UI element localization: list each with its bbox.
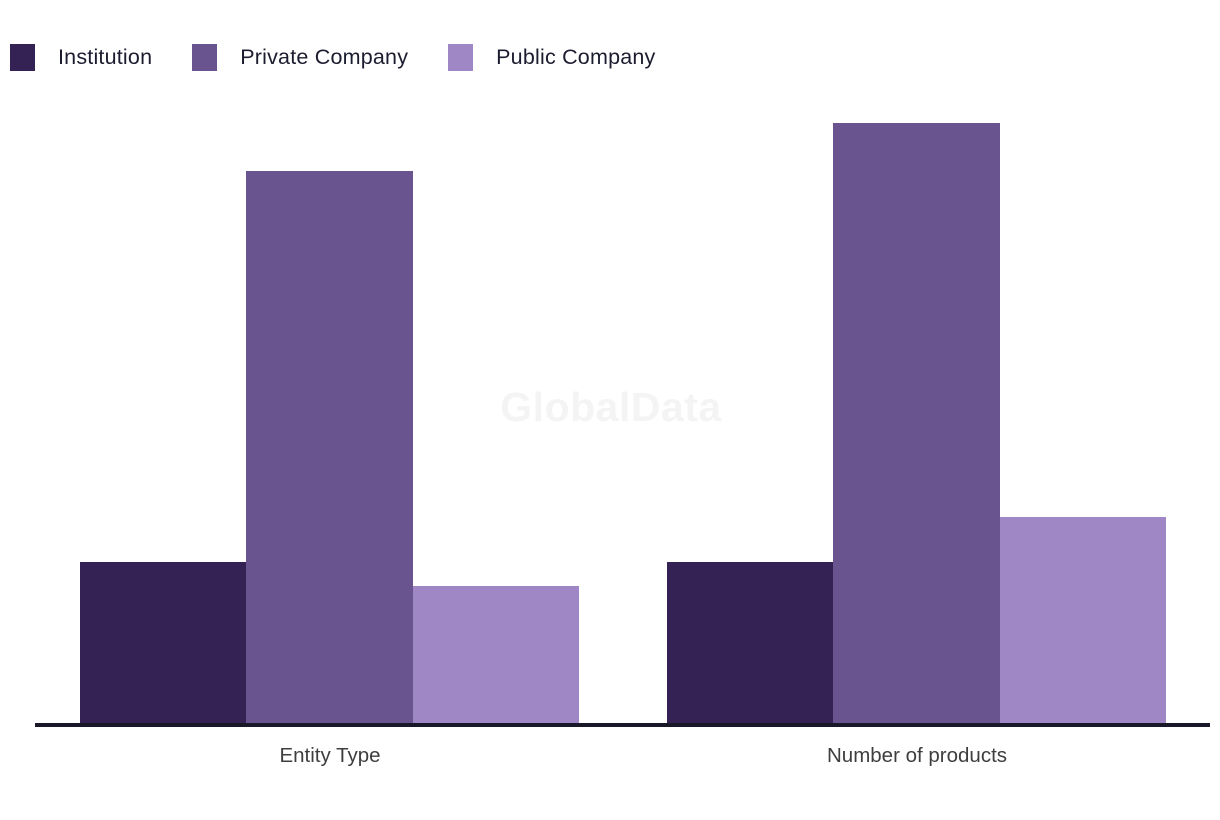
legend-item-private-company[interactable]: Private Company xyxy=(192,44,408,71)
bar-public-company-entity-type[interactable] xyxy=(412,586,580,723)
x-axis-line xyxy=(35,723,1210,727)
bar-institution-number-of-products[interactable] xyxy=(667,562,834,723)
x-axis-label-number-of-products: Number of products xyxy=(826,744,1008,767)
legend-item-institution[interactable]: Institution xyxy=(10,44,152,71)
bar-public-company-number-of-products[interactable] xyxy=(999,517,1167,723)
bar-private-company-entity-type[interactable] xyxy=(246,171,413,723)
legend-label-institution: Institution xyxy=(58,45,153,69)
legend-item-public-company[interactable]: Public Company xyxy=(448,44,655,71)
legend-label-public-company: Public Company xyxy=(496,45,656,69)
legend-label-private-company: Private Company xyxy=(240,45,409,69)
legend-swatch-public-company xyxy=(448,44,474,71)
legend-swatch-private-company xyxy=(192,44,218,71)
legend-swatch-institution xyxy=(10,44,35,71)
x-axis-label-entity-type: Entity Type xyxy=(279,744,381,767)
bar-private-company-number-of-products[interactable] xyxy=(833,123,1000,723)
chart-legend: Institution Private Company Public Company xyxy=(10,44,656,71)
bar-institution-entity-type[interactable] xyxy=(80,562,247,723)
globaldata-watermark: GlobalData xyxy=(500,384,722,430)
